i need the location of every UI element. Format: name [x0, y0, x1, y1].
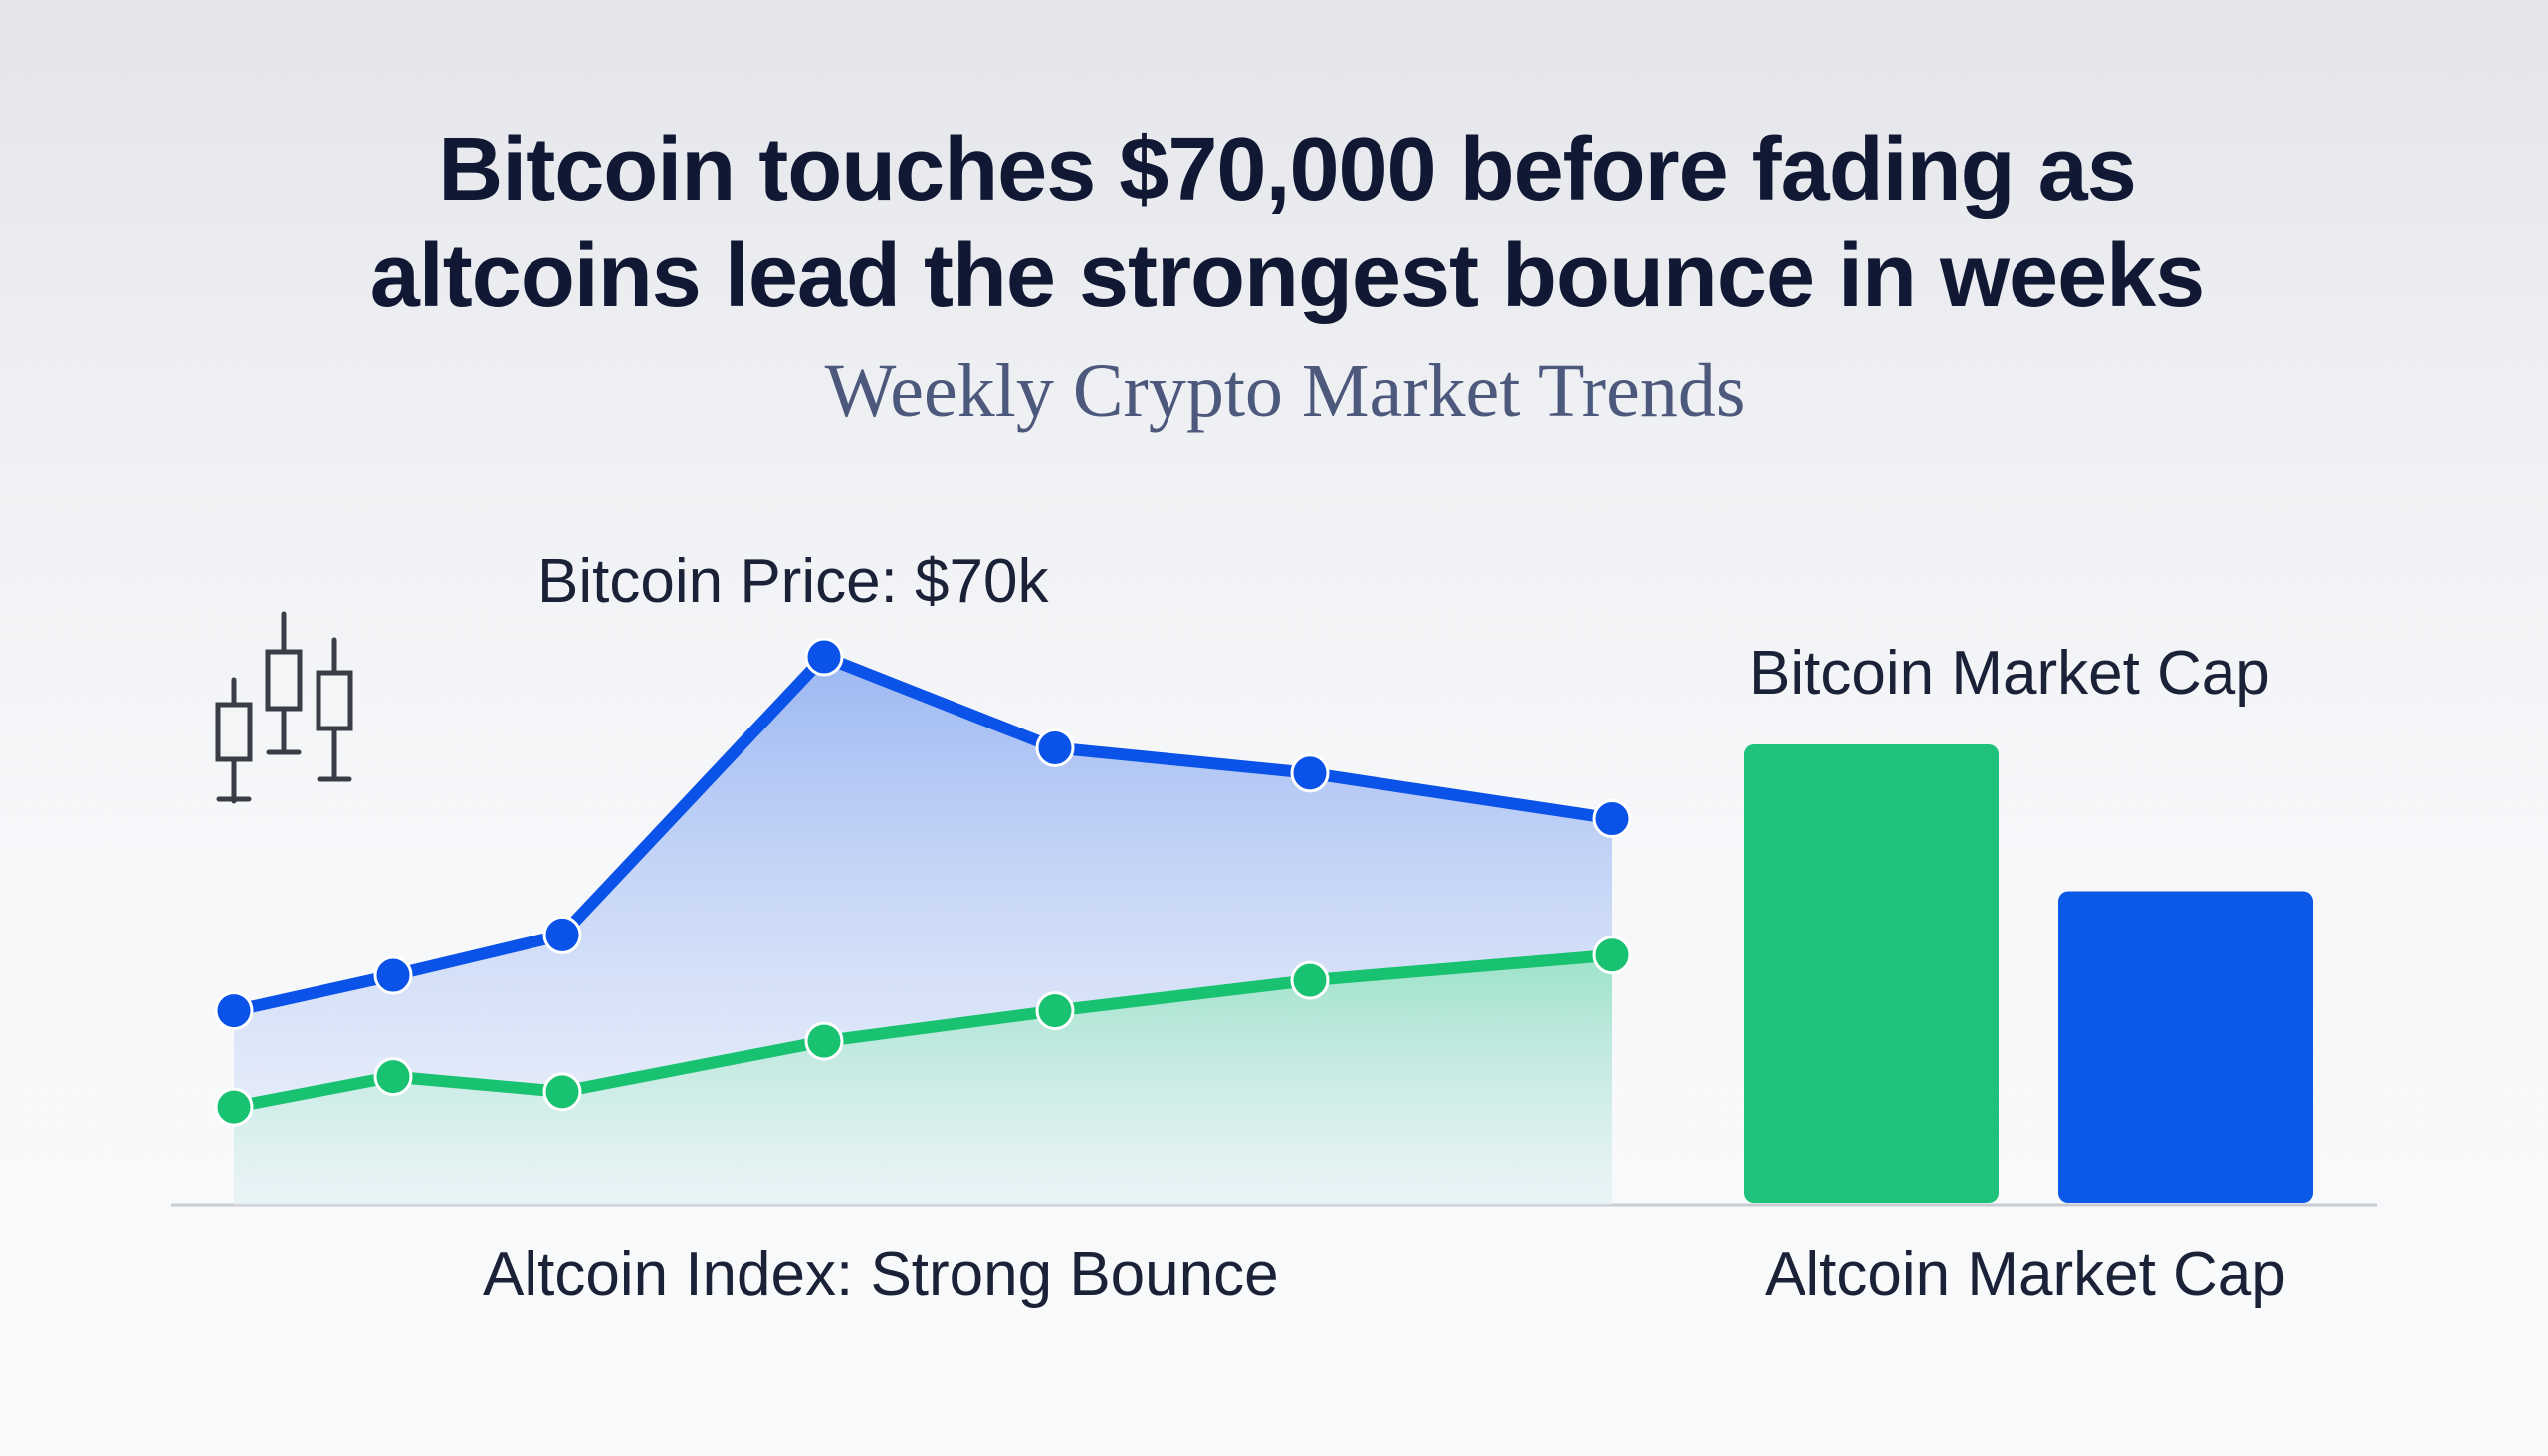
alt-point — [1592, 936, 1632, 975]
bar-label-altcoin-market-cap: Altcoin Market Cap — [1765, 1240, 2286, 1309]
bar-altcoin-market-cap — [2058, 891, 2313, 1203]
btc-point — [214, 991, 254, 1031]
alt-point — [1290, 960, 1330, 1000]
btc-point — [804, 637, 844, 677]
bar-label-bitcoin-market-cap: Bitcoin Market Cap — [1749, 639, 2270, 708]
alt-point — [373, 1057, 413, 1097]
btc-point — [542, 915, 582, 954]
btc-point — [1592, 799, 1632, 839]
bitcoin-price-points — [214, 637, 1632, 1031]
subtitle: Weekly Crypto Market Trends — [824, 349, 1746, 433]
altcoin-index-annotation: Altcoin Index: Strong Bounce — [483, 1240, 1279, 1309]
altcoin-index-points — [214, 936, 1632, 1127]
headline-line-2: altcoins lead the strongest bounce in we… — [369, 226, 2205, 325]
candlestick-icon — [215, 611, 353, 804]
headline-line-1: Bitcoin touches $70,000 before fading as — [438, 120, 2137, 220]
btc-point — [1290, 753, 1330, 793]
bitcoin-price-annotation: Bitcoin Price: $70k — [537, 547, 1049, 616]
alt-point — [542, 1072, 582, 1112]
alt-point — [1035, 991, 1075, 1031]
alt-point — [214, 1087, 254, 1127]
headline: Bitcoin touches $70,000 before fading as… — [0, 117, 2548, 328]
btc-point — [1035, 728, 1075, 767]
alt-point — [804, 1021, 844, 1061]
btc-point — [373, 955, 413, 995]
altcoin-index-area — [234, 954, 1612, 1205]
bar-bitcoin-market-cap — [1744, 744, 1999, 1203]
